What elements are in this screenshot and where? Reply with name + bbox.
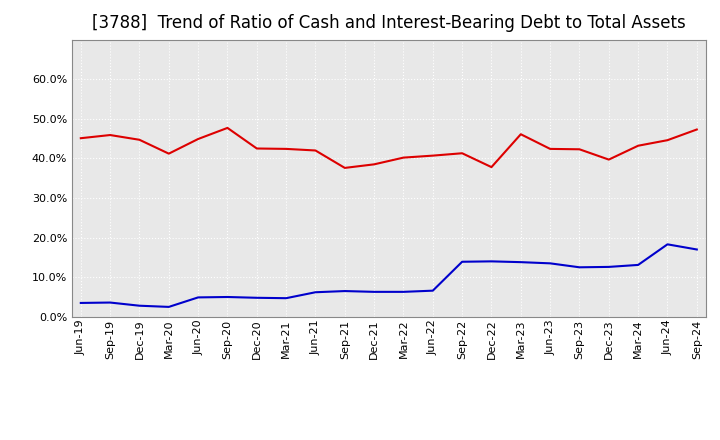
Cash <box>663 138 672 143</box>
Interest-Bearing Debt <box>282 296 290 301</box>
Cash <box>164 151 173 156</box>
Interest-Bearing Debt <box>106 300 114 305</box>
Cash <box>575 147 584 152</box>
Cash <box>135 137 144 143</box>
Interest-Bearing Debt <box>693 247 701 252</box>
Line: Cash: Cash <box>81 128 697 168</box>
Cash <box>516 132 525 137</box>
Interest-Bearing Debt <box>487 259 496 264</box>
Interest-Bearing Debt <box>135 303 144 308</box>
Interest-Bearing Debt <box>223 294 232 300</box>
Cash <box>399 155 408 160</box>
Line: Interest-Bearing Debt: Interest-Bearing Debt <box>81 244 697 307</box>
Cash <box>282 146 290 151</box>
Interest-Bearing Debt <box>458 259 467 264</box>
Interest-Bearing Debt <box>546 260 554 266</box>
Interest-Bearing Debt <box>516 260 525 265</box>
Interest-Bearing Debt <box>253 295 261 301</box>
Cash <box>605 157 613 162</box>
Title: [3788]  Trend of Ratio of Cash and Interest-Bearing Debt to Total Assets: [3788] Trend of Ratio of Cash and Intere… <box>92 15 685 33</box>
Cash <box>487 165 496 170</box>
Interest-Bearing Debt <box>194 295 202 300</box>
Cash <box>106 132 114 138</box>
Interest-Bearing Debt <box>341 289 349 294</box>
Cash <box>693 127 701 132</box>
Cash <box>428 153 437 158</box>
Interest-Bearing Debt <box>370 289 379 294</box>
Interest-Bearing Debt <box>605 264 613 270</box>
Cash <box>341 165 349 171</box>
Cash <box>634 143 642 148</box>
Interest-Bearing Debt <box>428 288 437 293</box>
Cash <box>76 136 85 141</box>
Interest-Bearing Debt <box>634 262 642 268</box>
Cash <box>458 150 467 156</box>
Interest-Bearing Debt <box>399 289 408 294</box>
Cash <box>311 148 320 153</box>
Cash <box>194 136 202 142</box>
Interest-Bearing Debt <box>575 264 584 270</box>
Interest-Bearing Debt <box>76 300 85 305</box>
Interest-Bearing Debt <box>311 290 320 295</box>
Cash <box>223 125 232 131</box>
Cash <box>253 146 261 151</box>
Interest-Bearing Debt <box>164 304 173 310</box>
Cash <box>370 161 379 167</box>
Cash <box>546 146 554 151</box>
Interest-Bearing Debt <box>663 242 672 247</box>
